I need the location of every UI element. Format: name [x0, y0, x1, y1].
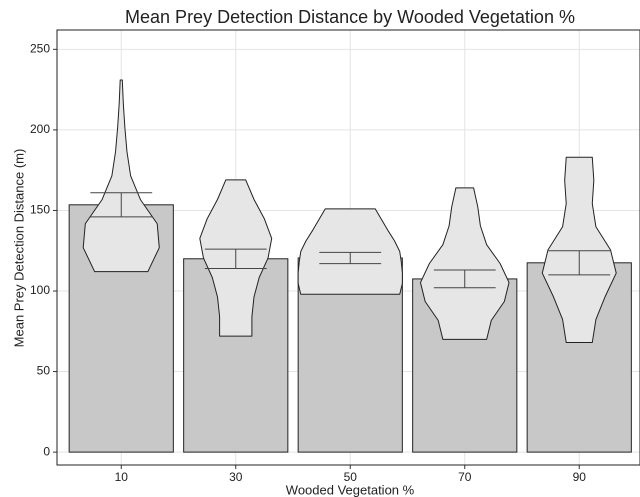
violin — [297, 208, 403, 295]
y-axis-label: Mean Prey Detection Distance (m) — [11, 149, 26, 348]
y-tick-label: 250 — [30, 42, 50, 56]
x-tick-label: 70 — [458, 470, 472, 484]
plot-border — [56, 29, 640, 466]
y-tick-label: 50 — [37, 364, 51, 378]
chart-title: Mean Prey Detection Distance by Wooded V… — [125, 7, 575, 27]
violin — [541, 156, 617, 344]
y-tick-label: 0 — [43, 444, 50, 458]
y-tick-label: 200 — [30, 122, 50, 136]
x-axis-label: Wooded Vegetation % — [286, 482, 415, 497]
y-tick-label: 100 — [30, 283, 50, 297]
x-tick-label: 50 — [344, 470, 358, 484]
x-tick-label: 10 — [115, 470, 129, 484]
y-tick-label: 150 — [30, 203, 50, 217]
violin — [419, 187, 510, 340]
violin — [82, 79, 160, 273]
x-tick-label: 30 — [229, 470, 243, 484]
x-tick-label: 90 — [573, 470, 587, 484]
